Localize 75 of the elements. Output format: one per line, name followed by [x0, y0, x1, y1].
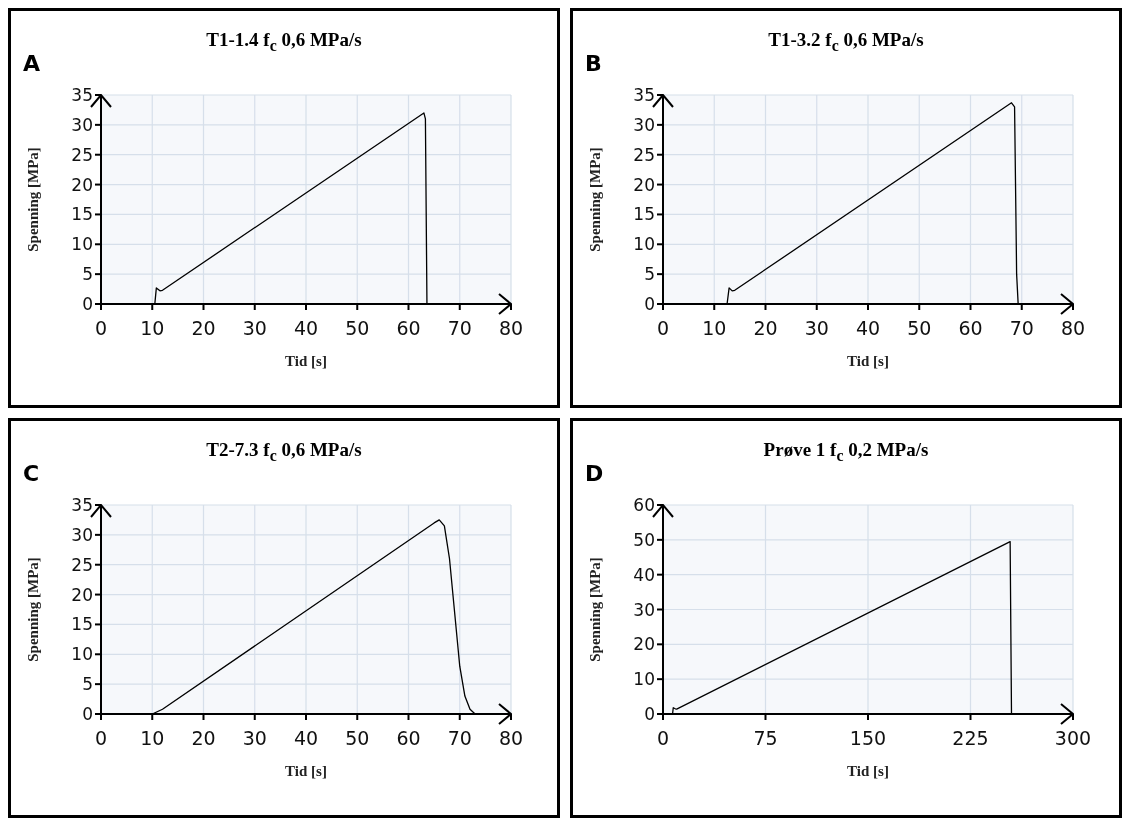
x-tick-label: 300 [1054, 727, 1092, 750]
x-tick-label: 10 [702, 317, 727, 340]
x-tick-label: 60 [396, 727, 421, 750]
x-axis-title: Tid [s] [285, 763, 327, 779]
y-tick-label: 35 [71, 85, 93, 106]
y-tick-label: 10 [71, 644, 93, 665]
text: A [23, 51, 41, 76]
y-tick-label: 25 [71, 554, 93, 575]
y-tick-label: 40 [633, 564, 655, 585]
x-tick-label: 10 [140, 317, 165, 340]
x-axis-title: Tid [s] [285, 353, 327, 369]
y-tick-label: 50 [633, 529, 655, 550]
x-tick-label: 70 [447, 317, 472, 340]
x-tick-label: 150 [849, 727, 887, 750]
x-tick-label: 30 [242, 727, 267, 750]
x-tick-label: 80 [1060, 317, 1086, 340]
y-tick-label: 20 [71, 174, 93, 195]
y-tick-label: 5 [82, 264, 93, 285]
x-tick-label: 75 [753, 727, 778, 750]
x-tick-label: 20 [191, 727, 216, 750]
x-tick-label: 80 [498, 727, 524, 750]
y-tick-label: 10 [71, 234, 93, 255]
x-tick-label: 225 [952, 727, 989, 750]
x-tick-label: 60 [958, 317, 983, 340]
x-tick-label: 40 [293, 317, 319, 340]
x-axis-title: Tid [s] [847, 763, 889, 779]
y-tick-label: 20 [71, 584, 93, 605]
x-tick-label: 70 [447, 727, 472, 750]
x-tick-label: 20 [753, 317, 778, 340]
y-tick-label: 35 [71, 495, 93, 516]
y-tick-label: 30 [633, 114, 655, 135]
y-tick-label: 5 [644, 264, 655, 285]
y-tick-label: 20 [633, 634, 655, 655]
x-tick-label: 80 [498, 317, 524, 340]
x-tick-label: 70 [1009, 317, 1034, 340]
text: D [585, 461, 604, 486]
chart-title: T1-3.2 f$_{c}$ 0,6 MPa/s [768, 29, 924, 54]
y-axis-title: Spenning [MPa] [587, 147, 604, 252]
y-tick-label: 30 [633, 599, 655, 620]
y-tick-label: 15 [71, 204, 93, 225]
x-tick-label: 30 [804, 317, 829, 340]
x-tick-label: 50 [345, 317, 370, 340]
x-tick-label: 50 [345, 727, 370, 750]
y-tick-label: 0 [644, 704, 655, 725]
y-tick-label: 20 [633, 174, 655, 195]
text: C [23, 461, 40, 486]
y-tick-label: 15 [71, 614, 93, 635]
y-tick-label: 25 [633, 144, 655, 165]
y-tick-label: 30 [71, 114, 93, 135]
y-tick-label: 15 [633, 204, 655, 225]
y-tick-label: 0 [82, 294, 93, 315]
y-tick-label: 30 [71, 524, 93, 545]
y-tick-label: 0 [644, 294, 655, 315]
text: B [585, 51, 602, 76]
y-axis-title: Spenning [MPa] [587, 557, 604, 662]
y-axis-title: Spenning [MPa] [25, 147, 42, 252]
y-tick-label: 10 [633, 669, 655, 690]
y-tick-label: 10 [633, 234, 655, 255]
x-tick-label: 40 [293, 727, 319, 750]
x-tick-label: 60 [396, 317, 421, 340]
y-axis-title: Spenning [MPa] [25, 557, 42, 662]
y-tick-label: 0 [82, 704, 93, 725]
y-tick-label: 60 [633, 495, 655, 516]
x-tick-label: 30 [242, 317, 267, 340]
chart-title: Prøve 1 f$_{c}$ 0,2 MPa/s [763, 439, 929, 464]
x-tick-label: 10 [140, 727, 165, 750]
chart-title: T1-1.4 f$_{c}$ 0,6 MPa/s [206, 29, 362, 54]
y-tick-label: 5 [82, 674, 93, 695]
x-tick-label: 20 [191, 317, 216, 340]
x-tick-label: 40 [855, 317, 881, 340]
chart-title: T2-7.3 f$_{c}$ 0,6 MPa/s [206, 439, 362, 464]
y-tick-label: 25 [71, 144, 93, 165]
x-axis-title: Tid [s] [847, 353, 889, 369]
y-tick-label: 35 [633, 85, 655, 106]
x-tick-label: 50 [907, 317, 932, 340]
